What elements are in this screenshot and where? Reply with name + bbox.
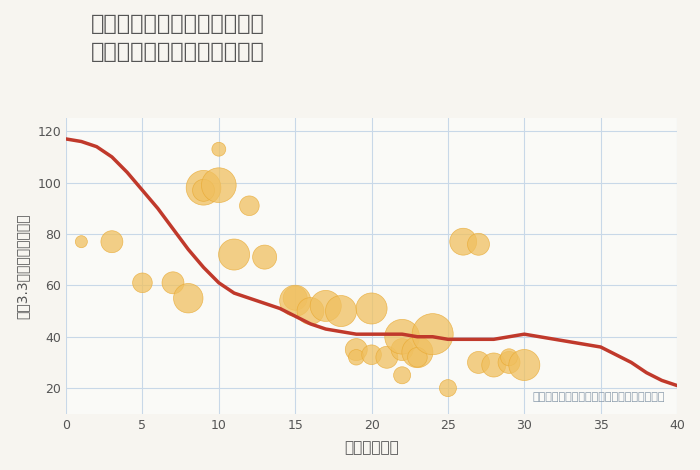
Y-axis label: 坪（3.3㎡）単価（万円）: 坪（3.3㎡）単価（万円）: [15, 213, 29, 319]
Point: [136, 279, 148, 287]
Point: [519, 361, 530, 369]
Point: [473, 241, 484, 248]
Point: [290, 297, 301, 305]
Point: [244, 202, 255, 210]
Point: [366, 351, 377, 359]
Point: [473, 359, 484, 366]
Point: [503, 359, 514, 366]
Point: [396, 333, 407, 340]
Point: [427, 330, 438, 338]
Point: [198, 187, 209, 194]
Point: [335, 307, 346, 315]
Point: [412, 348, 423, 356]
Point: [442, 384, 454, 392]
Point: [305, 307, 316, 315]
Point: [412, 353, 423, 361]
Text: 兵庫県姫路市大津区天神町の
築年数別中古マンション価格: 兵庫県姫路市大津区天神町の 築年数別中古マンション価格: [91, 14, 265, 62]
Point: [351, 353, 362, 361]
Point: [198, 184, 209, 191]
Point: [351, 346, 362, 353]
Point: [488, 361, 499, 369]
Point: [167, 279, 178, 287]
Point: [458, 238, 469, 245]
Point: [382, 353, 393, 361]
Point: [76, 238, 87, 245]
Point: [396, 346, 407, 353]
Point: [214, 181, 225, 189]
Point: [183, 294, 194, 302]
Point: [259, 253, 270, 261]
Point: [396, 371, 407, 379]
Point: [228, 251, 239, 258]
Point: [320, 302, 331, 310]
X-axis label: 築年数（年）: 築年数（年）: [344, 440, 399, 455]
Text: 円の大きさは、取引のあった物件面積を示す: 円の大きさは、取引のあった物件面積を示す: [532, 392, 665, 402]
Point: [290, 294, 301, 302]
Point: [503, 353, 514, 361]
Point: [106, 238, 118, 245]
Point: [214, 145, 225, 153]
Point: [366, 305, 377, 312]
